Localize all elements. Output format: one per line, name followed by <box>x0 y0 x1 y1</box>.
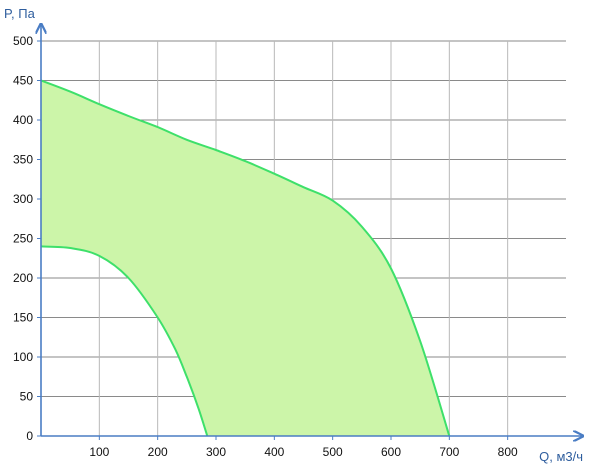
x-tick-label: 200 <box>148 445 168 459</box>
x-tick-label: 600 <box>381 445 401 459</box>
y-tick-label: 100 <box>13 350 33 364</box>
tick-labels: 0 50 100 150 200 250 300 350 400 450 500 100 200 300 4… <box>13 34 518 459</box>
y-axis-title: P, Па <box>4 6 36 21</box>
y-tick-label: 150 <box>13 311 33 325</box>
x-tick-label: 400 <box>264 445 284 459</box>
x-tick-label: 500 <box>323 445 343 459</box>
min-speed-curve <box>40 245 209 437</box>
y-tick-label: 350 <box>13 153 33 167</box>
y-tick-label: 450 <box>13 74 33 88</box>
y-tick-label: 50 <box>20 390 34 404</box>
y-tick-label: 400 <box>13 113 33 127</box>
x-tick-label: 300 <box>206 445 226 459</box>
x-tick-label: 800 <box>498 445 518 459</box>
y-tick-label: 200 <box>13 271 33 285</box>
operating-area <box>41 80 450 436</box>
x-tick-label: 100 <box>89 445 109 459</box>
x-tick-label: 700 <box>439 445 459 459</box>
y-tick-label: 250 <box>13 232 33 246</box>
y-tick-label: 300 <box>13 192 33 206</box>
max-speed-curve <box>40 79 451 437</box>
y-tick-label: 0 <box>26 429 33 443</box>
x-axis-title: Q, м3/ч <box>539 449 583 464</box>
y-tick-label: 500 <box>13 34 33 48</box>
